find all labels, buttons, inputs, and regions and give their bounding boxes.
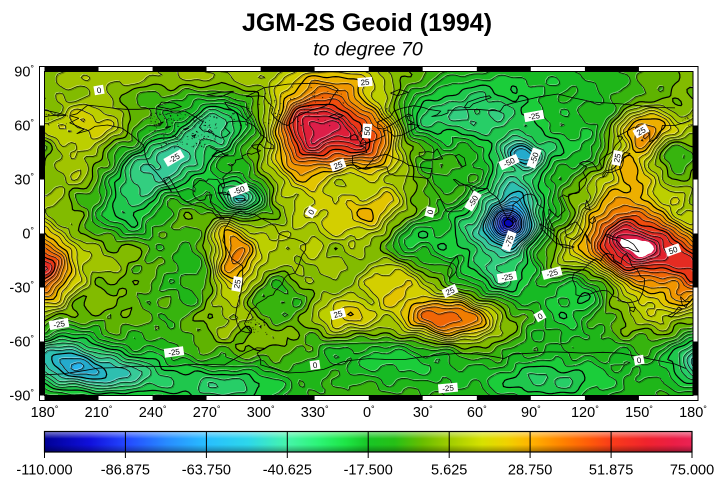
svg-text:28.750: 28.750 xyxy=(508,463,552,479)
svg-text:180°: 180° xyxy=(679,404,707,421)
svg-text:51.875: 51.875 xyxy=(589,463,633,479)
svg-text:120°: 120° xyxy=(571,404,599,421)
svg-text:0: 0 xyxy=(536,311,545,321)
svg-text:50: 50 xyxy=(363,126,373,136)
svg-text:0: 0 xyxy=(312,361,318,371)
svg-text:25: 25 xyxy=(444,285,456,297)
svg-text:-17.500: -17.500 xyxy=(344,463,393,479)
svg-text:-25: -25 xyxy=(501,272,514,283)
svg-text:75.000: 75.000 xyxy=(670,463,714,479)
svg-text:0: 0 xyxy=(426,208,436,215)
svg-text:150°: 150° xyxy=(625,404,653,421)
svg-text:180°: 180° xyxy=(31,404,59,421)
svg-text:30°: 30° xyxy=(413,404,433,421)
svg-text:90°: 90° xyxy=(521,404,541,421)
svg-text:25: 25 xyxy=(612,152,623,163)
svg-text:-50: -50 xyxy=(232,184,246,197)
svg-text:25: 25 xyxy=(360,78,370,88)
svg-text:0: 0 xyxy=(306,208,316,217)
svg-text:-25: -25 xyxy=(545,267,559,279)
svg-text:-75: -75 xyxy=(503,234,516,248)
svg-text:-30°: -30° xyxy=(9,280,34,297)
svg-text:-25: -25 xyxy=(442,383,455,393)
svg-text:270°: 270° xyxy=(193,404,221,421)
svg-text:-90°: -90° xyxy=(9,388,34,405)
svg-text:50: 50 xyxy=(667,245,679,257)
svg-text:25: 25 xyxy=(332,160,344,172)
svg-text:-50: -50 xyxy=(528,151,541,165)
svg-text:210°: 210° xyxy=(85,404,113,421)
svg-text:-86.875: -86.875 xyxy=(101,463,150,479)
svg-text:JGM-2S Geoid (1994): JGM-2S Geoid (1994) xyxy=(242,9,492,37)
svg-text:-63.750: -63.750 xyxy=(182,463,231,479)
svg-text:-110.000: -110.000 xyxy=(16,463,72,479)
svg-text:to degree 70: to degree 70 xyxy=(313,39,423,61)
svg-text:240°: 240° xyxy=(139,404,167,421)
svg-text:-25: -25 xyxy=(168,347,181,358)
svg-text:330°: 330° xyxy=(301,404,329,421)
svg-text:30°: 30° xyxy=(14,172,34,189)
svg-text:0: 0 xyxy=(96,86,102,96)
svg-text:5.625: 5.625 xyxy=(431,463,467,479)
svg-text:-25: -25 xyxy=(53,319,66,330)
svg-text:60°: 60° xyxy=(467,404,487,421)
svg-text:90°: 90° xyxy=(14,64,34,81)
svg-text:-40.625: -40.625 xyxy=(263,463,312,479)
svg-text:25: 25 xyxy=(232,278,243,289)
svg-text:60°: 60° xyxy=(14,118,34,135)
svg-text:25: 25 xyxy=(333,309,344,320)
svg-text:-60°: -60° xyxy=(9,334,34,351)
svg-text:0: 0 xyxy=(636,356,642,366)
svg-text:-25: -25 xyxy=(528,111,541,122)
svg-text:300°: 300° xyxy=(247,404,275,421)
